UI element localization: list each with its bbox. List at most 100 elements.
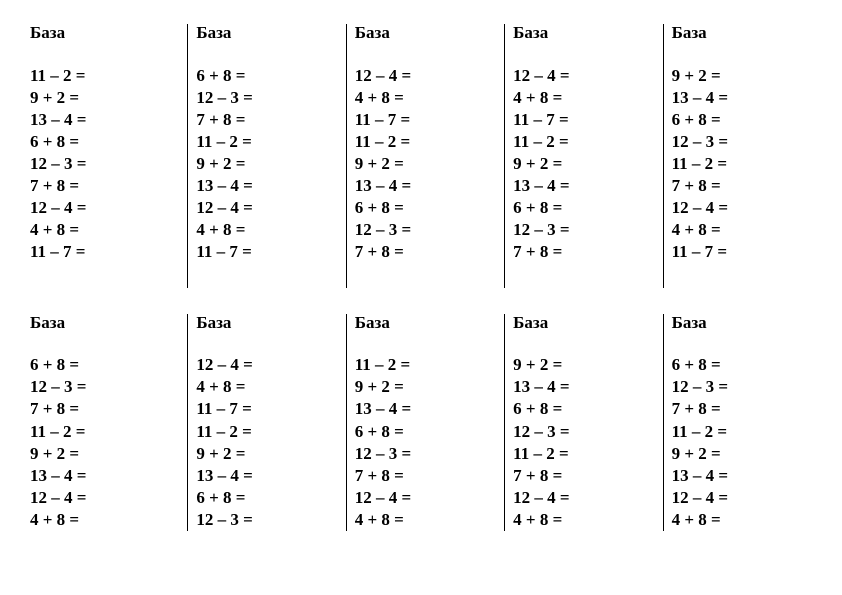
problem: 4 + 8 = [672,219,816,241]
problem-list: 11 – 2 = 9 + 2 = 13 – 4 = 6 + 8 = 12 – 3… [30,65,181,264]
problem-list: 12 – 4 = 4 + 8 = 11 – 7 = 11 – 2 = 9 + 2… [513,65,656,264]
problem: 4 + 8 = [196,219,339,241]
card-title: База [672,314,816,333]
problem: 12 – 4 = [672,197,816,219]
problem: 12 – 4 = [355,65,498,87]
problem: 11 – 2 = [513,131,656,153]
card-0-3: База 12 – 4 = 4 + 8 = 11 – 7 = 11 – 2 = … [505,24,663,288]
problem: 12 – 3 = [30,376,181,398]
problem: 6 + 8 = [30,131,181,153]
problem: 11 – 2 = [30,421,181,443]
spacer [672,264,816,288]
card-title: База [30,24,181,43]
problem: 6 + 8 = [30,354,181,376]
problem: 13 – 4 = [30,109,181,131]
spacer [513,264,656,288]
problem: 9 + 2 = [30,87,181,109]
problem: 12 – 3 = [196,509,339,531]
problem: 11 – 2 = [30,65,181,87]
worksheet: База 11 – 2 = 9 + 2 = 13 – 4 = 6 + 8 = 1… [0,0,842,551]
card-1-2: База 11 – 2 = 9 + 2 = 13 – 4 = 6 + 8 = 1… [347,314,505,531]
problem: 6 + 8 = [513,398,656,420]
problem: 7 + 8 = [355,241,498,263]
card-title: База [196,314,339,333]
problem: 9 + 2 = [355,376,498,398]
spacer [30,264,181,288]
problem: 12 – 4 = [513,487,656,509]
spacer [196,264,339,288]
problem: 6 + 8 = [196,487,339,509]
problem: 11 – 7 = [196,398,339,420]
problem: 11 – 2 = [355,354,498,376]
card-title: База [513,314,656,333]
problem-list: 12 – 4 = 4 + 8 = 11 – 7 = 11 – 2 = 9 + 2… [355,65,498,264]
problem: 9 + 2 = [672,443,816,465]
problem: 12 – 4 = [30,197,181,219]
problem: 11 – 7 = [513,109,656,131]
problem: 13 – 4 = [355,175,498,197]
problem: 11 – 2 = [672,421,816,443]
problem: 9 + 2 = [355,153,498,175]
problem: 7 + 8 = [30,398,181,420]
problem: 13 – 4 = [672,87,816,109]
card-0-4: База 9 + 2 = 13 – 4 = 6 + 8 = 12 – 3 = 1… [664,24,822,288]
problem: 13 – 4 = [196,175,339,197]
problem: 11 – 2 = [196,131,339,153]
row-0: База 11 – 2 = 9 + 2 = 13 – 4 = 6 + 8 = 1… [30,24,822,288]
problem: 11 – 7 = [355,109,498,131]
problem: 11 – 7 = [196,241,339,263]
problem: 7 + 8 = [196,109,339,131]
problem: 12 – 3 = [30,153,181,175]
problem: 4 + 8 = [30,509,181,531]
card-0-2: База 12 – 4 = 4 + 8 = 11 – 7 = 11 – 2 = … [347,24,505,288]
problem-list: 6 + 8 = 12 – 3 = 7 + 8 = 11 – 2 = 9 + 2 … [672,354,816,531]
problem: 6 + 8 = [355,421,498,443]
problem-list: 6 + 8 = 12 – 3 = 7 + 8 = 11 – 2 = 9 + 2 … [30,354,181,531]
problem: 13 – 4 = [672,465,816,487]
row-1: База 6 + 8 = 12 – 3 = 7 + 8 = 11 – 2 = 9… [30,314,822,531]
problem: 13 – 4 = [513,175,656,197]
card-1-0: База 6 + 8 = 12 – 3 = 7 + 8 = 11 – 2 = 9… [30,314,188,531]
problem: 6 + 8 = [355,197,498,219]
problem: 9 + 2 = [672,65,816,87]
problem: 12 – 3 = [672,131,816,153]
problem: 11 – 2 = [672,153,816,175]
problem: 12 – 4 = [513,65,656,87]
problem: 4 + 8 = [30,219,181,241]
problem: 7 + 8 = [513,465,656,487]
card-title: База [30,314,181,333]
problem: 4 + 8 = [355,87,498,109]
card-title: База [196,24,339,43]
problem: 11 – 2 = [355,131,498,153]
problem: 4 + 8 = [513,509,656,531]
card-1-4: База 6 + 8 = 12 – 3 = 7 + 8 = 11 – 2 = 9… [664,314,822,531]
problem: 12 – 3 = [355,219,498,241]
problem: 12 – 4 = [672,487,816,509]
problem-list: 6 + 8 = 12 – 3 = 7 + 8 = 11 – 2 = 9 + 2 … [196,65,339,264]
problem: 7 + 8 = [672,398,816,420]
problem: 11 – 2 = [513,443,656,465]
problem: 6 + 8 = [672,354,816,376]
problem: 6 + 8 = [196,65,339,87]
problem: 12 – 4 = [30,487,181,509]
problem: 11 – 2 = [196,421,339,443]
problem: 9 + 2 = [196,443,339,465]
problem: 12 – 3 = [196,87,339,109]
problem: 12 – 3 = [513,219,656,241]
problem: 11 – 7 = [30,241,181,263]
problem: 6 + 8 = [672,109,816,131]
problem: 12 – 3 = [355,443,498,465]
card-title: База [355,314,498,333]
problem: 7 + 8 = [355,465,498,487]
card-0-1: База 6 + 8 = 12 – 3 = 7 + 8 = 11 – 2 = 9… [188,24,346,288]
problem: 7 + 8 = [672,175,816,197]
problem: 4 + 8 = [672,509,816,531]
problem: 13 – 4 = [355,398,498,420]
card-title: База [513,24,656,43]
problem: 13 – 4 = [196,465,339,487]
problem: 12 – 4 = [355,487,498,509]
spacer [355,264,498,288]
problem: 7 + 8 = [30,175,181,197]
problem: 11 – 7 = [672,241,816,263]
problem-list: 12 – 4 = 4 + 8 = 11 – 7 = 11 – 2 = 9 + 2… [196,354,339,531]
